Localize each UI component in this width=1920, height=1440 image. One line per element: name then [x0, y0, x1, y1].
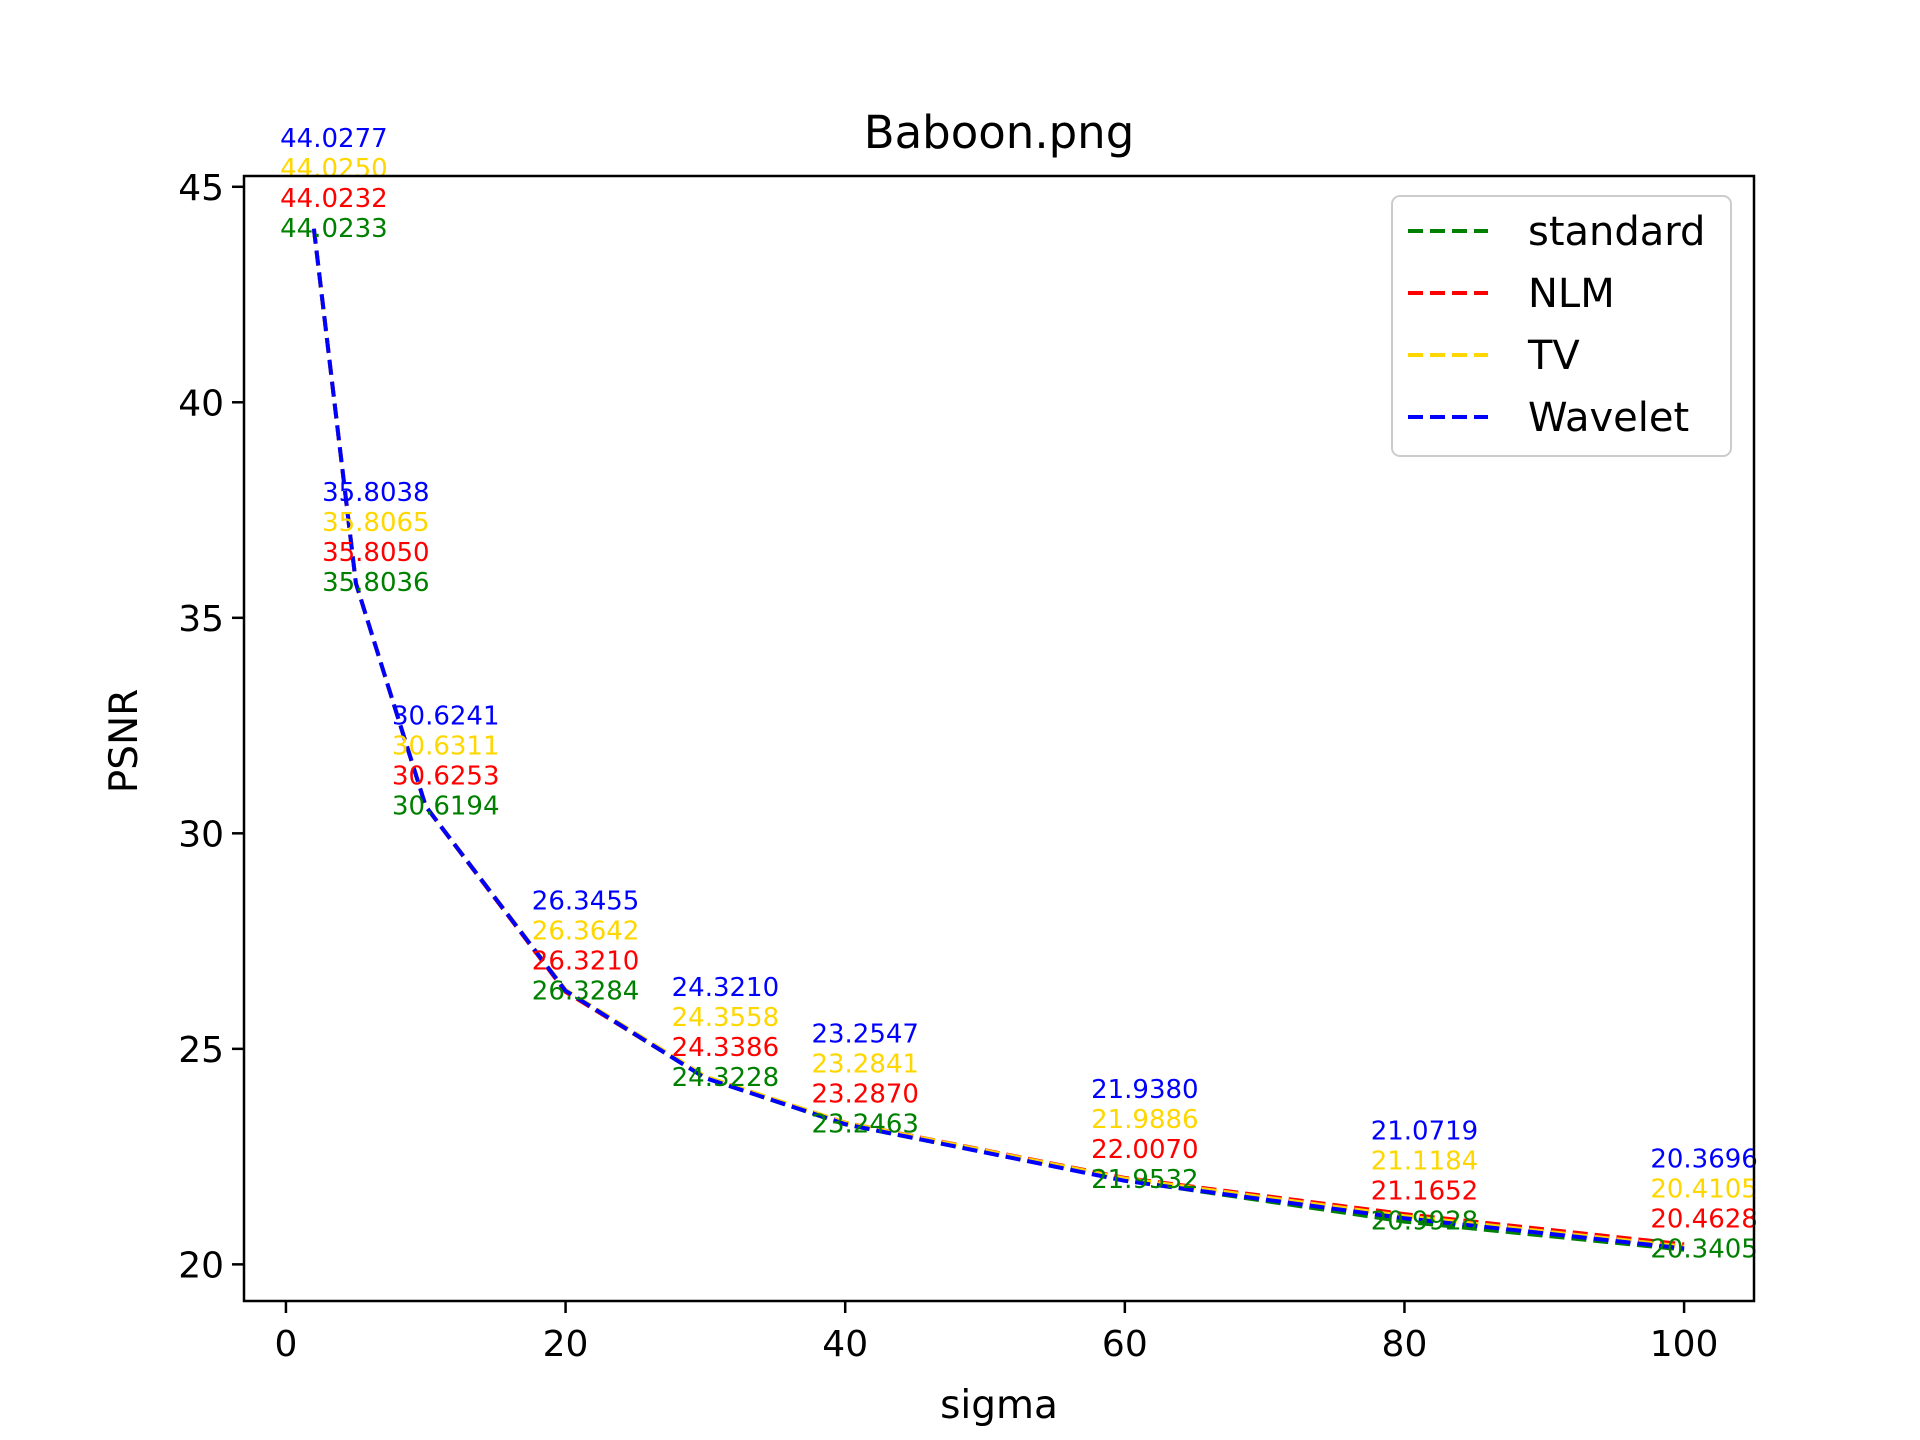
- data-label-tv: 20.4105: [1650, 1175, 1758, 1205]
- data-label-nlm: 30.6253: [392, 762, 500, 792]
- data-label-nlm: 44.0232: [280, 184, 388, 214]
- data-label-nlm: 23.2870: [811, 1079, 919, 1109]
- data-label-standard: 23.2463: [811, 1109, 919, 1139]
- data-label-tv: 44.0250: [280, 154, 388, 184]
- data-label-wavelet: 21.9380: [1091, 1075, 1199, 1105]
- data-label-wavelet: 21.0719: [1371, 1117, 1479, 1147]
- data-annotations: 44.0233 35.8036 30.6194 26.3284 24.3228 23.24…: [280, 124, 1758, 1265]
- legend-label-wavelet: Wavelet: [1528, 395, 1689, 441]
- x-axis-ticks: 0 20 40 60 80 100: [274, 1301, 1718, 1365]
- legend-items: standard NLM TV Wavelet: [1408, 209, 1705, 441]
- x-tick-label: 20: [543, 1324, 589, 1365]
- legend-label-nlm: NLM: [1528, 271, 1615, 317]
- data-label-standard: 35.8036: [322, 568, 430, 598]
- data-label-standard: 24.3228: [672, 1063, 780, 1093]
- series-line-standard: [311, 228, 1685, 1252]
- data-label-nlm: 21.1652: [1371, 1177, 1479, 1207]
- plot-frame: [242, 174, 1756, 1303]
- data-label-wavelet: 30.6241: [392, 702, 500, 732]
- data-label-wavelet: 24.3210: [672, 973, 780, 1003]
- data-label-tv: 26.3642: [532, 917, 640, 947]
- x-tick-label: 100: [1650, 1324, 1719, 1365]
- series-line-tv: [311, 228, 1685, 1249]
- y-axis-ticks: 20 25 30 35 40 45: [178, 168, 244, 1286]
- x-tick-label: 0: [274, 1324, 297, 1365]
- data-label-standard: 30.6194: [392, 792, 500, 822]
- y-tick-label: 40: [178, 383, 224, 424]
- legend: standard NLM TV Wavelet: [1391, 195, 1732, 457]
- data-label-tv: 21.9886: [1091, 1105, 1199, 1135]
- chart-title: Baboon.png: [864, 106, 1135, 159]
- data-label-tv: 24.3558: [672, 1003, 780, 1033]
- data-label-standard: 20.3405: [1650, 1235, 1758, 1265]
- y-tick-label: 25: [178, 1030, 224, 1071]
- data-label-nlm: 20.4628: [1650, 1205, 1758, 1235]
- data-label-wavelet: 20.3696: [1650, 1145, 1758, 1175]
- y-tick-label: 30: [178, 814, 224, 855]
- data-label-wavelet: 44.0277: [280, 124, 388, 154]
- x-tick-label: 40: [822, 1324, 868, 1365]
- x-axis-label: sigma: [940, 1383, 1058, 1428]
- data-label-nlm: 35.8050: [322, 538, 430, 568]
- data-label-wavelet: 35.8038: [322, 478, 430, 508]
- data-label-nlm: 24.3386: [672, 1033, 780, 1063]
- data-label-standard: 20.9928: [1371, 1207, 1479, 1237]
- plot-lines: [311, 228, 1685, 1252]
- y-tick-label: 45: [178, 168, 224, 209]
- data-label-standard: 44.0233: [280, 214, 388, 244]
- series-line-wavelet: [311, 228, 1685, 1251]
- data-label-tv: 35.8065: [322, 508, 430, 538]
- data-label-nlm: 26.3210: [532, 947, 640, 977]
- legend-label-tv: TV: [1527, 333, 1580, 379]
- data-label-standard: 21.9532: [1091, 1165, 1199, 1195]
- x-tick-label: 80: [1382, 1324, 1428, 1365]
- data-label-tv: 21.1184: [1371, 1147, 1479, 1177]
- legend-box: [1391, 195, 1732, 457]
- x-tick-label: 60: [1102, 1324, 1148, 1365]
- data-label-nlm: 22.0070: [1091, 1135, 1199, 1165]
- y-tick-label: 20: [178, 1245, 224, 1286]
- y-axis-label: PSNR: [102, 689, 147, 794]
- legend-label-standard: standard: [1528, 209, 1705, 255]
- data-label-tv: 23.2841: [811, 1049, 919, 1079]
- y-tick-label: 35: [178, 599, 224, 640]
- data-label-tv: 30.6311: [392, 732, 500, 762]
- data-label-wavelet: 26.3455: [532, 887, 640, 917]
- data-label-standard: 26.3284: [532, 977, 640, 1007]
- data-label-wavelet: 23.2547: [811, 1019, 919, 1049]
